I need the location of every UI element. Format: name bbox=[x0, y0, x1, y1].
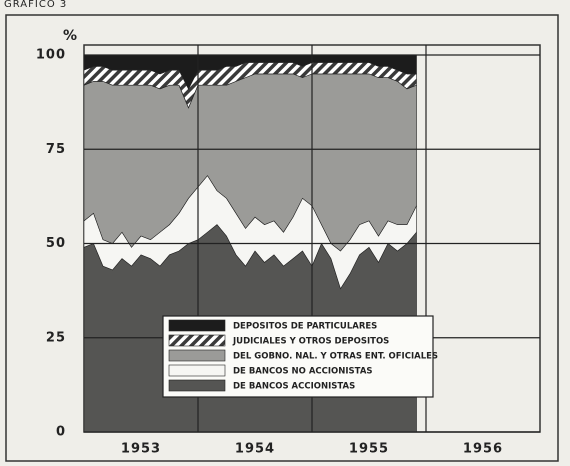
legend-label: DE BANCOS NO ACCIONISTAS bbox=[233, 367, 373, 377]
y-tick-label: 75 bbox=[46, 142, 66, 157]
legend-label: DE BANCOS ACCIONISTAS bbox=[233, 382, 355, 392]
legend-swatch bbox=[168, 349, 226, 362]
chart-title: GRAFICO 3 bbox=[4, 0, 67, 10]
legend-swatch bbox=[168, 319, 226, 332]
legend-swatch bbox=[168, 379, 226, 392]
x-tick-label: 1955 bbox=[349, 442, 389, 457]
y-axis-label: % bbox=[63, 28, 77, 44]
x-tick-label: 1956 bbox=[463, 442, 503, 457]
y-tick-label: 25 bbox=[46, 330, 66, 345]
y-tick-label: 100 bbox=[36, 48, 66, 63]
x-tick-label: 1954 bbox=[235, 442, 275, 457]
legend-label: JUDICIALES Y OTROS DEPOSITOS bbox=[232, 337, 389, 347]
y-tick-label: 50 bbox=[46, 236, 66, 251]
outer-frame bbox=[5, 14, 559, 462]
legend-label: DEL GOBNO. NAL. Y OTRAS ENT. OFICIALES bbox=[233, 352, 438, 362]
legend-swatch bbox=[168, 364, 226, 377]
y-tick-label: 0 bbox=[56, 425, 66, 440]
legend-swatch bbox=[168, 334, 226, 347]
x-tick-label: 1953 bbox=[121, 442, 161, 457]
legend-label: DEPOSITOS DE PARTICULARES bbox=[233, 322, 377, 332]
